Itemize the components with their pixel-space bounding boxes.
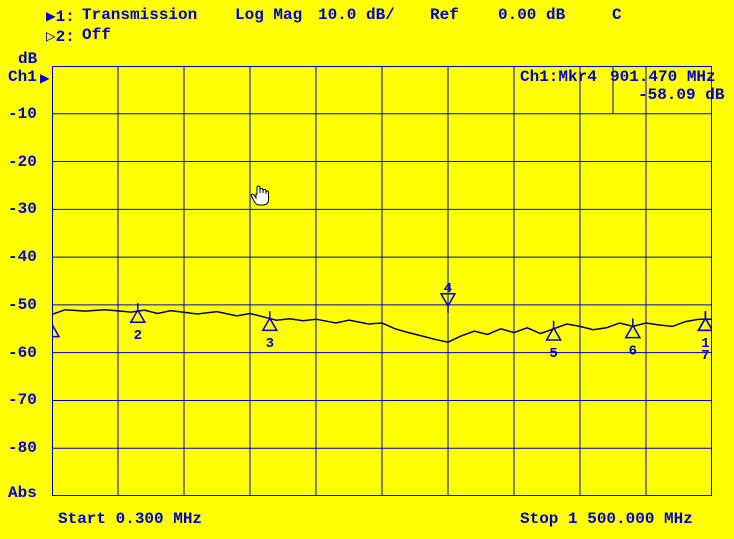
y-unit-label: dB	[18, 50, 37, 68]
y-tick-label: -40	[8, 248, 37, 266]
marker-value: -58.09 dB	[638, 86, 724, 104]
ref-marker-icon: ▶	[40, 68, 50, 88]
y-tick-label: -10	[8, 105, 37, 123]
trace1-name: Transmission	[82, 6, 197, 24]
svg-text:2: 2	[134, 328, 142, 344]
svg-text:7: 7	[701, 348, 709, 364]
marker-freq: 901.470 MHz	[610, 68, 716, 86]
y-tick-label: -20	[8, 153, 37, 171]
svg-text:3: 3	[266, 336, 274, 352]
svg-text:5: 5	[549, 346, 557, 362]
header-suffix: C	[612, 6, 622, 24]
format-label: Log Mag	[235, 6, 302, 24]
analyzer-screen: ▶1: Transmission Log Mag 10.0 dB/ Ref 0.…	[0, 0, 734, 539]
scale-label: 10.0 dB/	[318, 6, 395, 24]
y-tick-label: -60	[8, 344, 37, 362]
plot-svg: 1234567	[52, 66, 712, 496]
trace2-name: Off	[82, 26, 111, 44]
trace1-indicator: ▶1:	[46, 6, 75, 26]
x-stop-label: Stop 1 500.000 MHz	[520, 510, 693, 528]
y-tick-label: -80	[8, 439, 37, 457]
ref-label: Ref	[430, 6, 459, 24]
cursor-hand-icon	[250, 185, 270, 207]
marker-channel-label: Ch1:Mkr4	[520, 68, 597, 86]
abs-label: Abs	[8, 484, 37, 502]
x-start-label: Start 0.300 MHz	[58, 510, 202, 528]
y-tick-label: -70	[8, 391, 37, 409]
channel-label: Ch1	[8, 68, 37, 86]
plot-area[interactable]: 1234567	[52, 66, 712, 496]
svg-text:6: 6	[629, 343, 637, 359]
ref-value: 0.00 dB	[498, 6, 565, 24]
svg-text:4: 4	[444, 281, 452, 297]
trace2-indicator: ▷2:	[46, 26, 75, 46]
y-tick-label: -30	[8, 200, 37, 218]
y-tick-label: -50	[8, 296, 37, 314]
